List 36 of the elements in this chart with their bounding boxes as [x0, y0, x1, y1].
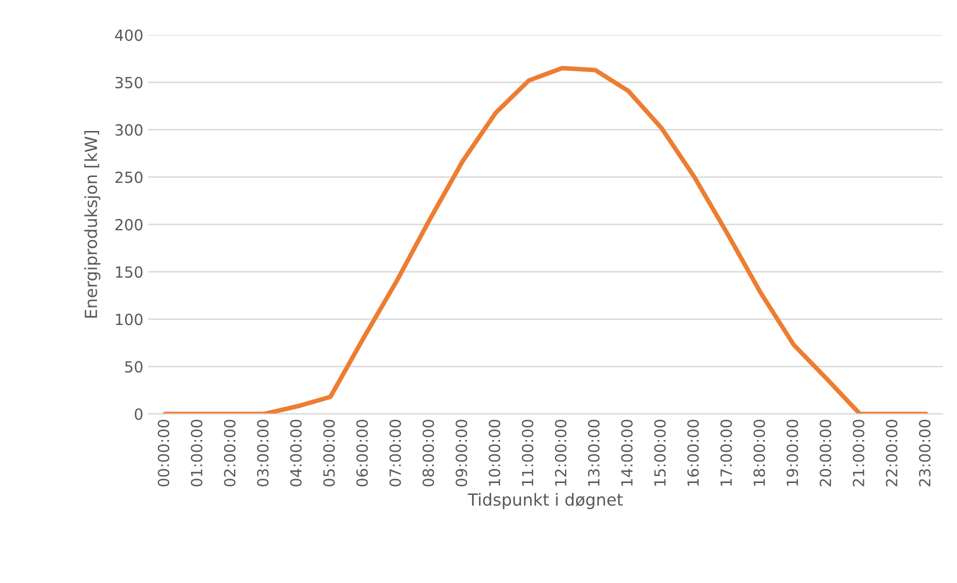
y-tick-label: 400 — [115, 29, 142, 41]
x-tick-label: 07:00:00 — [389, 420, 401, 486]
x-tick-label: 13:00:00 — [588, 420, 600, 486]
x-tick-label: 17:00:00 — [720, 420, 732, 486]
x-tick-label: 18:00:00 — [753, 420, 766, 486]
x-tick-label: 21:00:00 — [852, 420, 864, 486]
x-tick-label: 14:00:00 — [621, 420, 633, 486]
x-tick-label: 10:00:00 — [488, 420, 500, 486]
y-tick-label: 50 — [125, 361, 142, 373]
x-tick-label: 11:00:00 — [522, 420, 534, 486]
x-tick-label: 00:00:00 — [158, 420, 170, 486]
x-tick-label: 23:00:00 — [918, 420, 931, 486]
y-tick-label: 350 — [115, 76, 142, 88]
x-tick-label: 08:00:00 — [422, 420, 434, 486]
x-tick-label: 22:00:00 — [886, 420, 898, 486]
y-tick-label: 300 — [115, 124, 142, 136]
x-tick-label: 19:00:00 — [786, 420, 798, 486]
line-series — [162, 66, 928, 414]
y-tick-label: 250 — [115, 172, 142, 184]
x-tick-label: 09:00:00 — [456, 420, 468, 486]
x-tick-label: 05:00:00 — [323, 420, 335, 486]
x-tick-label: 16:00:00 — [687, 420, 699, 486]
x-tick-label: 12:00:00 — [554, 420, 566, 486]
y-tick-label: 150 — [116, 266, 142, 278]
x-tick-label: 01:00:00 — [190, 420, 202, 486]
x-tick-label: 20:00:00 — [820, 420, 832, 486]
x-tick-label: 04:00:00 — [290, 420, 302, 486]
x-tick-label: 03:00:00 — [257, 420, 269, 486]
x-tick-label: 02:00:00 — [224, 420, 236, 486]
y-axis-title: Energiproduksjon [kW] — [84, 131, 100, 318]
y-tick-label: 200 — [115, 218, 142, 230]
x-tick-label: 06:00:00 — [356, 420, 368, 486]
y-tick-label: 0 — [134, 408, 142, 420]
x-axis-title: Tidspunkt i døgnet — [468, 492, 623, 510]
x-tick-label: 15:00:00 — [654, 420, 666, 486]
y-tick-label: 100 — [116, 314, 142, 326]
